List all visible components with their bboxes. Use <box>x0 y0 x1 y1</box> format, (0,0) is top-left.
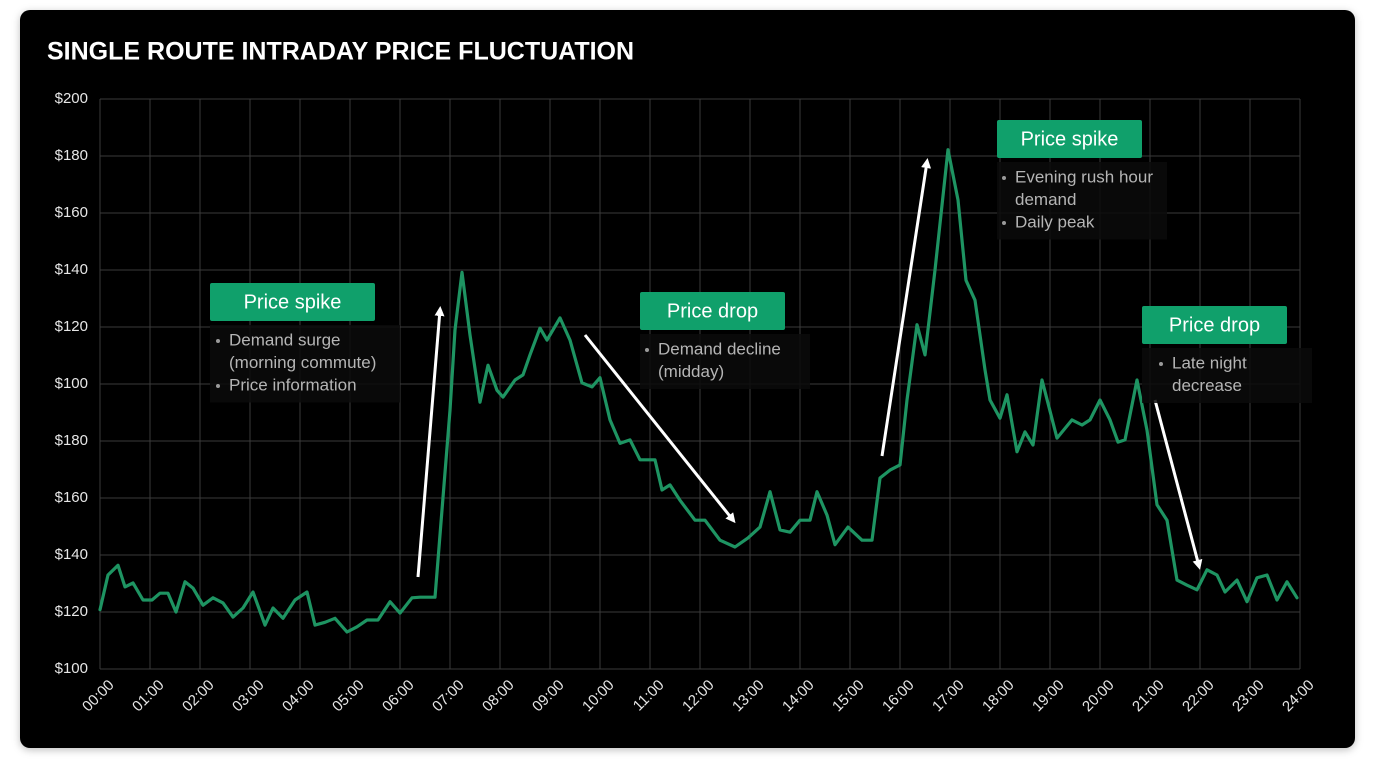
arrows <box>416 158 1203 578</box>
annotation-text: Demand decline <box>658 339 781 358</box>
bullet <box>1002 176 1006 180</box>
annotation-title: Price spike <box>1021 128 1119 150</box>
bullet <box>1002 221 1006 225</box>
annotation-title: Price drop <box>1169 314 1260 336</box>
annotation-text: Evening rush hour <box>1015 167 1153 186</box>
y-tick-label: $160 <box>55 489 88 506</box>
annotation-badge <box>1142 306 1287 344</box>
arrow <box>1153 399 1203 570</box>
arrow <box>416 306 445 578</box>
annotation-badge <box>210 283 375 321</box>
y-tick-label: $100 <box>55 375 88 392</box>
y-tick-label: $140 <box>55 261 88 278</box>
y-tick-label: $140 <box>55 546 88 563</box>
annotation-title: Price spike <box>244 291 342 313</box>
annotation-text: (midday) <box>658 362 724 381</box>
annotations: Price spike Demand surge (morning commute)… <box>210 120 1312 403</box>
annotation-text: Price information <box>229 375 357 394</box>
arrow <box>583 334 736 524</box>
arrow <box>880 158 932 457</box>
bullet <box>645 348 649 352</box>
y-tick-label: $120 <box>55 603 88 620</box>
annotation-text: demand <box>1015 190 1076 209</box>
y-tick-label: $180 <box>55 147 88 164</box>
bullet <box>216 384 220 388</box>
annotation-backdrop <box>1142 348 1312 403</box>
y-tick-label: $160 <box>55 204 88 221</box>
chart-title: SINGLE ROUTE INTRADAY PRICE FLUCTUATION <box>47 38 634 66</box>
y-tick-label: $120 <box>55 318 88 335</box>
y-tick-label: $200 <box>55 90 88 107</box>
annotation-backdrop <box>640 334 810 389</box>
annotation-text: Demand surge <box>229 330 341 349</box>
annotation-backdrop <box>210 325 400 403</box>
annotation-title: Price drop <box>667 300 758 322</box>
bullet <box>1159 362 1163 366</box>
price-line <box>98 148 1299 634</box>
plot <box>98 148 1299 634</box>
annotation-badge <box>640 292 785 330</box>
annotation-badge <box>997 120 1142 158</box>
y-tick-label: $100 <box>55 660 88 677</box>
bullet <box>216 339 220 343</box>
y-tick-label: $180 <box>55 432 88 449</box>
annotation-text: (morning commute) <box>229 353 376 372</box>
annotation-text: Daily peak <box>1015 212 1095 231</box>
annotation-text: Late night <box>1172 353 1247 372</box>
annotation-text: decrease <box>1172 376 1242 395</box>
annotation-backdrop <box>997 162 1167 240</box>
